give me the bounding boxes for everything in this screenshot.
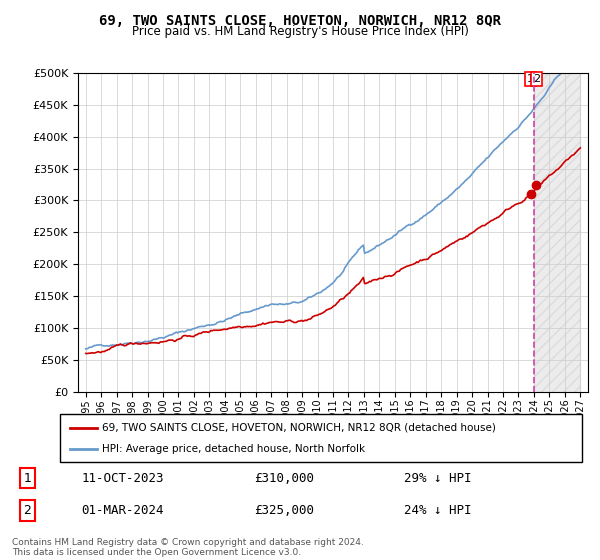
Text: Contains HM Land Registry data © Crown copyright and database right 2024.
This d: Contains HM Land Registry data © Crown c…: [12, 538, 364, 557]
Text: £325,000: £325,000: [254, 504, 314, 517]
Text: £310,000: £310,000: [254, 472, 314, 484]
Text: Price paid vs. HM Land Registry's House Price Index (HPI): Price paid vs. HM Land Registry's House …: [131, 25, 469, 38]
Text: 29% ↓ HPI: 29% ↓ HPI: [404, 472, 471, 484]
Text: 69, TWO SAINTS CLOSE, HOVETON, NORWICH, NR12 8QR: 69, TWO SAINTS CLOSE, HOVETON, NORWICH, …: [99, 14, 501, 28]
Text: 11-OCT-2023: 11-OCT-2023: [81, 472, 164, 484]
Text: 24% ↓ HPI: 24% ↓ HPI: [404, 504, 471, 517]
Text: 2: 2: [23, 504, 31, 517]
Text: 1: 1: [23, 472, 31, 484]
Text: 1: 1: [527, 74, 534, 84]
Text: HPI: Average price, detached house, North Norfolk: HPI: Average price, detached house, Nort…: [102, 444, 365, 454]
Text: 2: 2: [533, 74, 540, 84]
FancyBboxPatch shape: [60, 414, 582, 462]
Text: 69, TWO SAINTS CLOSE, HOVETON, NORWICH, NR12 8QR (detached house): 69, TWO SAINTS CLOSE, HOVETON, NORWICH, …: [102, 423, 496, 433]
Text: 01-MAR-2024: 01-MAR-2024: [81, 504, 164, 517]
